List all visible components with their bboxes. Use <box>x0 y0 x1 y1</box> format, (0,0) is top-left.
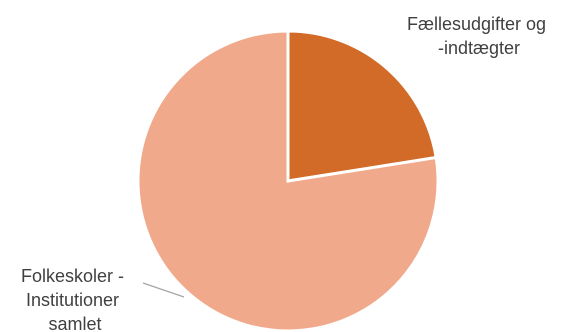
label-line: Institutioner <box>26 290 119 310</box>
label-line: -indtægter <box>438 38 520 58</box>
label-line: Folkeskoler - <box>21 266 124 286</box>
slice-label-folkeskoler: Folkeskoler - Institutioner samlet <box>21 266 129 332</box>
slice-label-faellesudgifter: Fællesudgifter og -indtægter <box>407 14 551 58</box>
leader-line-folkeskoler <box>142 282 185 298</box>
label-line: Fællesudgifter og <box>407 14 546 34</box>
pie-slice-0 <box>286 29 438 183</box>
label-line: samlet <box>48 314 101 332</box>
pie-slices <box>136 29 440 332</box>
pie-slice-1 <box>136 29 440 332</box>
